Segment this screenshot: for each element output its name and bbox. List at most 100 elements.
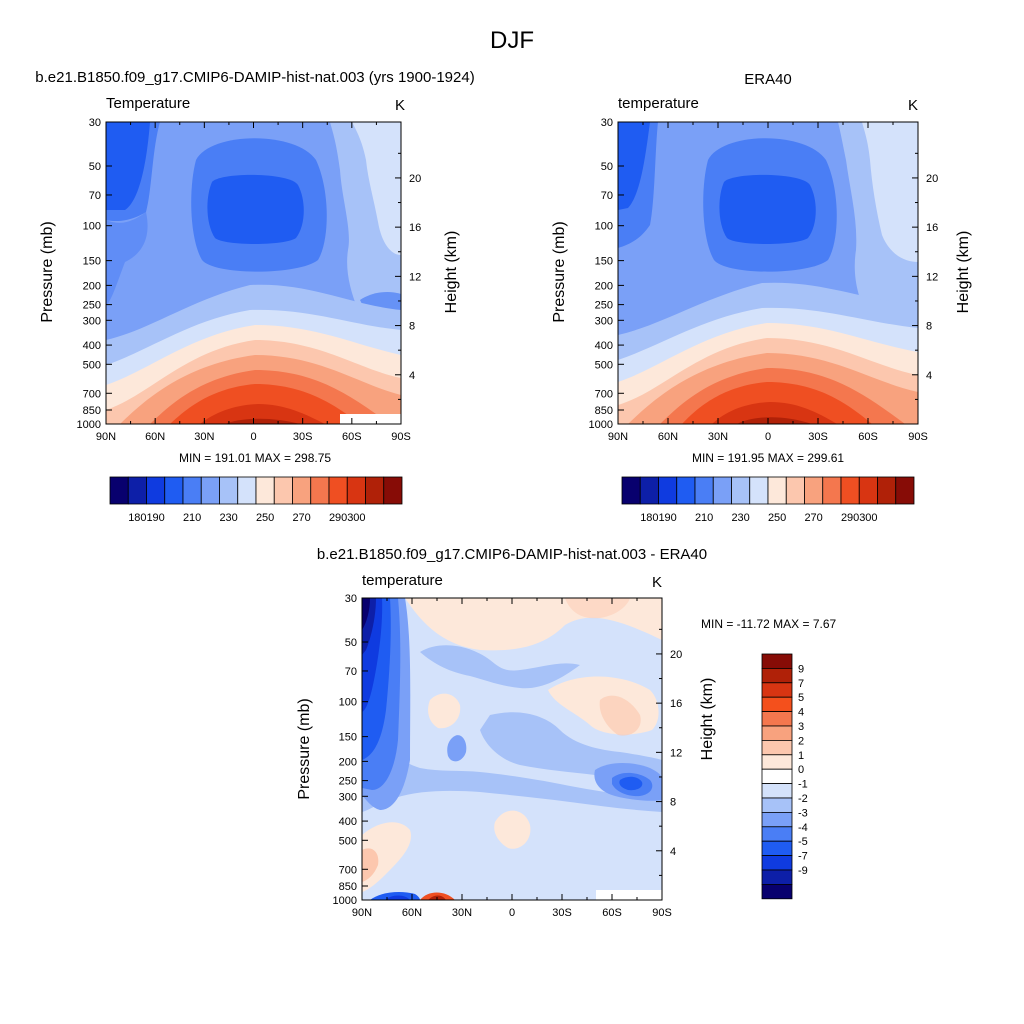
colorbar-box: [761, 797, 793, 813]
y-axis-right-label: Height (km): [699, 678, 716, 761]
axes: 90N 60N 30N 0 30S 60S 90S 30 50 70 100 150 200 250 300…: [589, 117, 939, 443]
x-tick-label: 60S: [342, 431, 362, 443]
y-tick-label: 1000: [333, 895, 357, 907]
colorbar-box: [840, 476, 860, 505]
height-tick-label: 4: [409, 370, 415, 382]
x-tick-label: 30S: [808, 431, 828, 443]
contour-fill: [494, 810, 531, 849]
colorbar-box: [804, 476, 824, 505]
colorbar-box: [658, 476, 678, 505]
axes: 90N 60N 30N 0 30S 60S 90S 30 50 70 100 150 200 250 300…: [77, 117, 422, 443]
colorbar-box: [767, 476, 787, 505]
contour-fill: [420, 645, 580, 689]
y-tick-label: 400: [339, 816, 357, 828]
contour-fill: [618, 122, 650, 210]
colorbar-box: [761, 696, 793, 713]
y-tick-label: 30: [345, 593, 357, 605]
x-tick-label: 30N: [452, 907, 472, 919]
colorbar-box: [877, 476, 897, 505]
colorbar-label: 250: [768, 512, 786, 524]
y-tick-label: 200: [595, 280, 613, 292]
colorbar-box: [273, 476, 293, 505]
height-tick-label: 20: [670, 649, 682, 661]
colorbar-label: 300: [859, 512, 877, 524]
y-tick-label: 200: [339, 756, 357, 768]
colorbar-box: [761, 740, 793, 756]
colorbar-box: [694, 476, 714, 505]
y-tick-label: 100: [339, 697, 357, 709]
height-tick-label: 4: [670, 846, 676, 858]
colorbar-label: 7: [798, 678, 804, 690]
contour-fill: [719, 174, 816, 244]
height-tick-label: 12: [926, 271, 938, 283]
colorbar-box: [761, 754, 793, 770]
contour-fill: [712, 402, 837, 424]
colorbar-label: 5: [798, 692, 804, 704]
colorbar-label: -9: [798, 865, 808, 877]
colorbar-label: -4: [798, 822, 808, 834]
contour-fill: [428, 693, 461, 729]
field-label: temperature: [362, 572, 443, 589]
colorbar-label: 290: [841, 512, 859, 524]
x-tick-label: 30N: [708, 431, 728, 443]
y-tick-label: 300: [83, 315, 101, 327]
colorbar-label: 290: [329, 512, 347, 524]
y-tick-label: 50: [601, 161, 613, 173]
colorbar-label: 210: [183, 512, 201, 524]
colorbar-box: [383, 476, 403, 505]
contour-fill: [362, 822, 411, 892]
colorbar-label: 210: [695, 512, 713, 524]
colorbar-box: [761, 855, 793, 871]
colorbar-label: 230: [219, 512, 237, 524]
stats-text: MIN = 191.95 MAX = 299.61: [692, 451, 844, 465]
x-tick-label: 90N: [96, 431, 116, 443]
colorbar-box: [639, 476, 659, 505]
contour-fill: [352, 122, 401, 255]
colorbar-label: 9: [798, 663, 804, 675]
y-axis-label: Pressure (mb): [39, 221, 56, 322]
y-tick-label: 250: [83, 300, 101, 312]
colorbar-box: [200, 476, 220, 505]
y-axis-label: Pressure (mb): [551, 221, 568, 322]
colorbar-box: [761, 768, 793, 785]
y-tick-label: 100: [595, 221, 613, 233]
colorbar-label: 300: [347, 512, 365, 524]
contour-fill: [362, 740, 662, 812]
contour-field: [106, 122, 401, 424]
colorbar-box: [292, 476, 312, 505]
y-tick-label: 400: [83, 340, 101, 352]
y-tick-label: 150: [339, 732, 357, 744]
panel-obs: ERA40 temperature K 90N 60N 30N 0 30S 60S 90S 3…: [551, 71, 972, 524]
contour-fill: [862, 122, 918, 262]
panel-title: b.e21.B1850.f09_g17.CMIP6-DAMIP-hist-nat…: [317, 546, 707, 563]
contour-fill: [106, 212, 148, 306]
x-tick-label: 30S: [552, 907, 572, 919]
y-tick-label: 850: [595, 405, 613, 417]
y-tick-label: 1000: [77, 419, 101, 431]
x-tick-label: 90S: [908, 431, 928, 443]
height-tick-label: 8: [670, 797, 676, 809]
colorbar-label: -7: [798, 851, 808, 863]
colorbar: 9 7 5 4 3 2 1 0 -1 -2 -3 -4 -5 -7 -9: [761, 653, 808, 900]
colorbar-box: [621, 476, 641, 505]
colorbar-box: [761, 840, 793, 857]
colorbar-label: 190: [658, 512, 676, 524]
height-tick-label: 8: [926, 321, 932, 333]
y-tick-label: 1000: [589, 419, 613, 431]
y-tick-label: 100: [83, 221, 101, 233]
colorbar-label: -2: [798, 793, 808, 805]
colorbar-box: [127, 476, 147, 505]
colorbar-box: [761, 711, 793, 727]
contour-fill: [599, 695, 641, 736]
x-tick-label: 90N: [352, 907, 372, 919]
x-tick-label: 30S: [293, 431, 313, 443]
y-tick-label: 250: [595, 300, 613, 312]
y-tick-label: 70: [89, 190, 101, 202]
contour-fill: [362, 848, 379, 882]
y-tick-label: 500: [83, 359, 101, 371]
y-tick-label: 30: [601, 117, 613, 129]
contour-fill: [225, 418, 300, 424]
units-label: K: [395, 97, 405, 114]
colorbar-box: [895, 476, 915, 505]
